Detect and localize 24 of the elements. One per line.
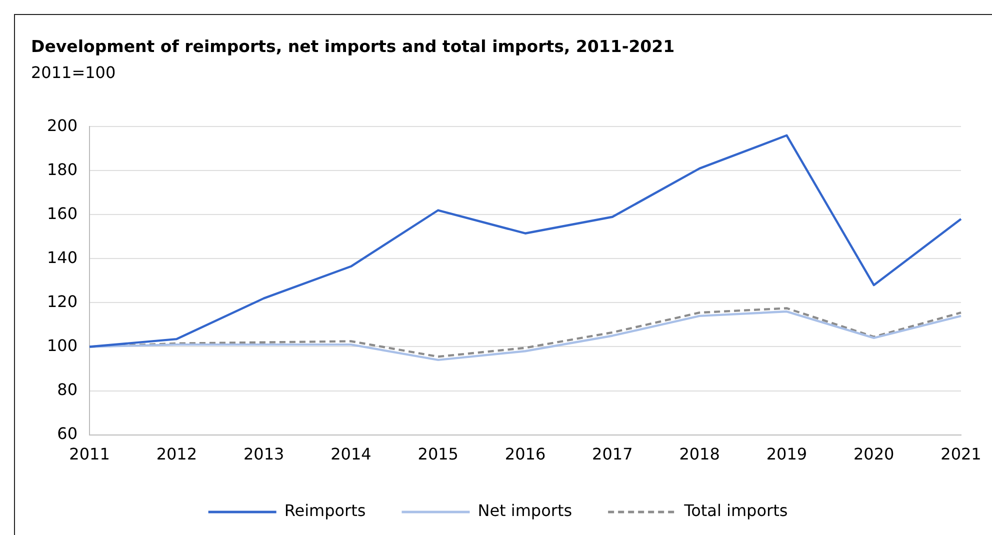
x-tick-label: 2011	[69, 444, 110, 464]
y-tick-label: 140	[46, 248, 78, 267]
x-tick-label: 2021	[940, 444, 982, 464]
y-tick-label: 200	[46, 116, 78, 135]
legend-label: Reimports	[284, 501, 366, 520]
x-tick-label: 2018	[679, 444, 720, 464]
y-tick-label: 180	[46, 160, 78, 179]
x-tick-label: 2017	[592, 444, 633, 464]
chart-title: Development of reimports, net imports and total imports, 2011-2021	[31, 37, 675, 56]
x-tick-label: 2019	[766, 444, 808, 464]
x-tick-label: 2016	[504, 444, 546, 464]
y-tick-label: 120	[46, 292, 78, 311]
legend-label: Net imports	[478, 501, 572, 520]
chart-subtitle: 2011=100	[31, 63, 116, 82]
legend-label: Total imports	[683, 501, 788, 520]
y-tick-label: 60	[57, 424, 78, 443]
y-tick-label: 80	[57, 380, 78, 399]
x-tick-label: 2020	[853, 444, 894, 464]
y-tick-label: 100	[46, 336, 78, 355]
x-tick-label: 2013	[243, 444, 284, 464]
x-tick-label: 2012	[156, 444, 198, 464]
y-tick-label: 160	[46, 204, 78, 223]
x-tick-label: 2015	[418, 444, 458, 464]
x-tick-label: 2014	[330, 444, 372, 464]
